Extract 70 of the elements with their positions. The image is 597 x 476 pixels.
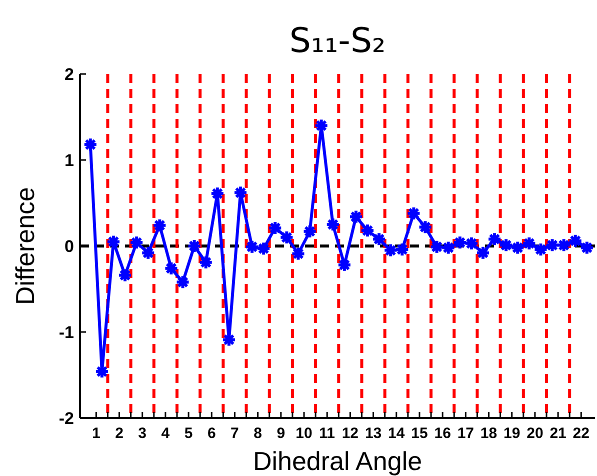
point [418, 220, 433, 235]
point [383, 242, 398, 258]
point [336, 257, 352, 272]
x-tick-label: 1 [92, 425, 100, 442]
point [487, 232, 502, 247]
point [360, 223, 376, 238]
point [556, 238, 572, 253]
y-tick-label: -1 [58, 323, 74, 342]
x-tick-label: 13 [364, 425, 382, 442]
point [544, 238, 560, 253]
x-tick-label: 7 [230, 425, 239, 442]
x-tick-label: 4 [161, 425, 170, 442]
y-tick-label: 2 [64, 65, 74, 84]
point [452, 235, 468, 250]
x-tick-label: 19 [504, 425, 520, 442]
y-tick-label: -2 [58, 409, 74, 428]
point [118, 268, 133, 283]
x-axis-title: Dihedral Angle [252, 446, 422, 476]
point [152, 218, 168, 233]
point [290, 246, 306, 262]
x-tick-label: 6 [207, 425, 216, 442]
x-tick-label: 8 [254, 425, 262, 442]
x-tick-label: 18 [480, 425, 498, 442]
point [129, 235, 144, 250]
chart-title: S₁₁-S₂ [289, 21, 386, 61]
point [522, 236, 537, 251]
point [198, 254, 214, 270]
point [244, 239, 260, 254]
x-tick-label: 3 [138, 425, 147, 442]
point [498, 238, 514, 253]
point [325, 217, 340, 232]
point [429, 239, 444, 254]
point [82, 137, 98, 152]
point [256, 241, 272, 256]
x-tick-label: 21 [550, 425, 566, 442]
point [348, 209, 364, 224]
point [475, 245, 490, 260]
point [302, 224, 318, 239]
point [533, 242, 548, 257]
x-tick-label: 16 [434, 425, 451, 442]
point [164, 260, 179, 276]
point [464, 236, 479, 251]
point [221, 332, 236, 348]
x-tick-label: 9 [276, 425, 286, 442]
point [279, 230, 294, 245]
x-tick-label: 11 [319, 425, 336, 442]
y-axis-title: Difference [10, 186, 40, 306]
point [186, 238, 202, 254]
x-tick-label: 20 [526, 425, 544, 442]
point [440, 240, 456, 256]
point [568, 233, 583, 248]
x-tick-label: 5 [184, 425, 193, 442]
point [140, 245, 156, 260]
x-tick-label: 15 [411, 425, 428, 442]
point [94, 364, 110, 380]
x-tick-label: 10 [296, 425, 312, 442]
point [268, 220, 283, 236]
x-tick-label: 12 [342, 425, 359, 442]
point [394, 242, 410, 257]
x-tick-label: 14 [388, 425, 406, 442]
x-tick-label: 22 [572, 425, 590, 442]
y-tick-label: 0 [64, 237, 74, 256]
point [510, 240, 526, 256]
point [579, 240, 594, 256]
y-tick-label: 1 [64, 151, 74, 170]
point [406, 206, 422, 221]
point [175, 274, 190, 290]
point [372, 232, 387, 247]
x-tick-label: 2 [115, 425, 124, 442]
x-tick-label: 17 [457, 425, 474, 442]
